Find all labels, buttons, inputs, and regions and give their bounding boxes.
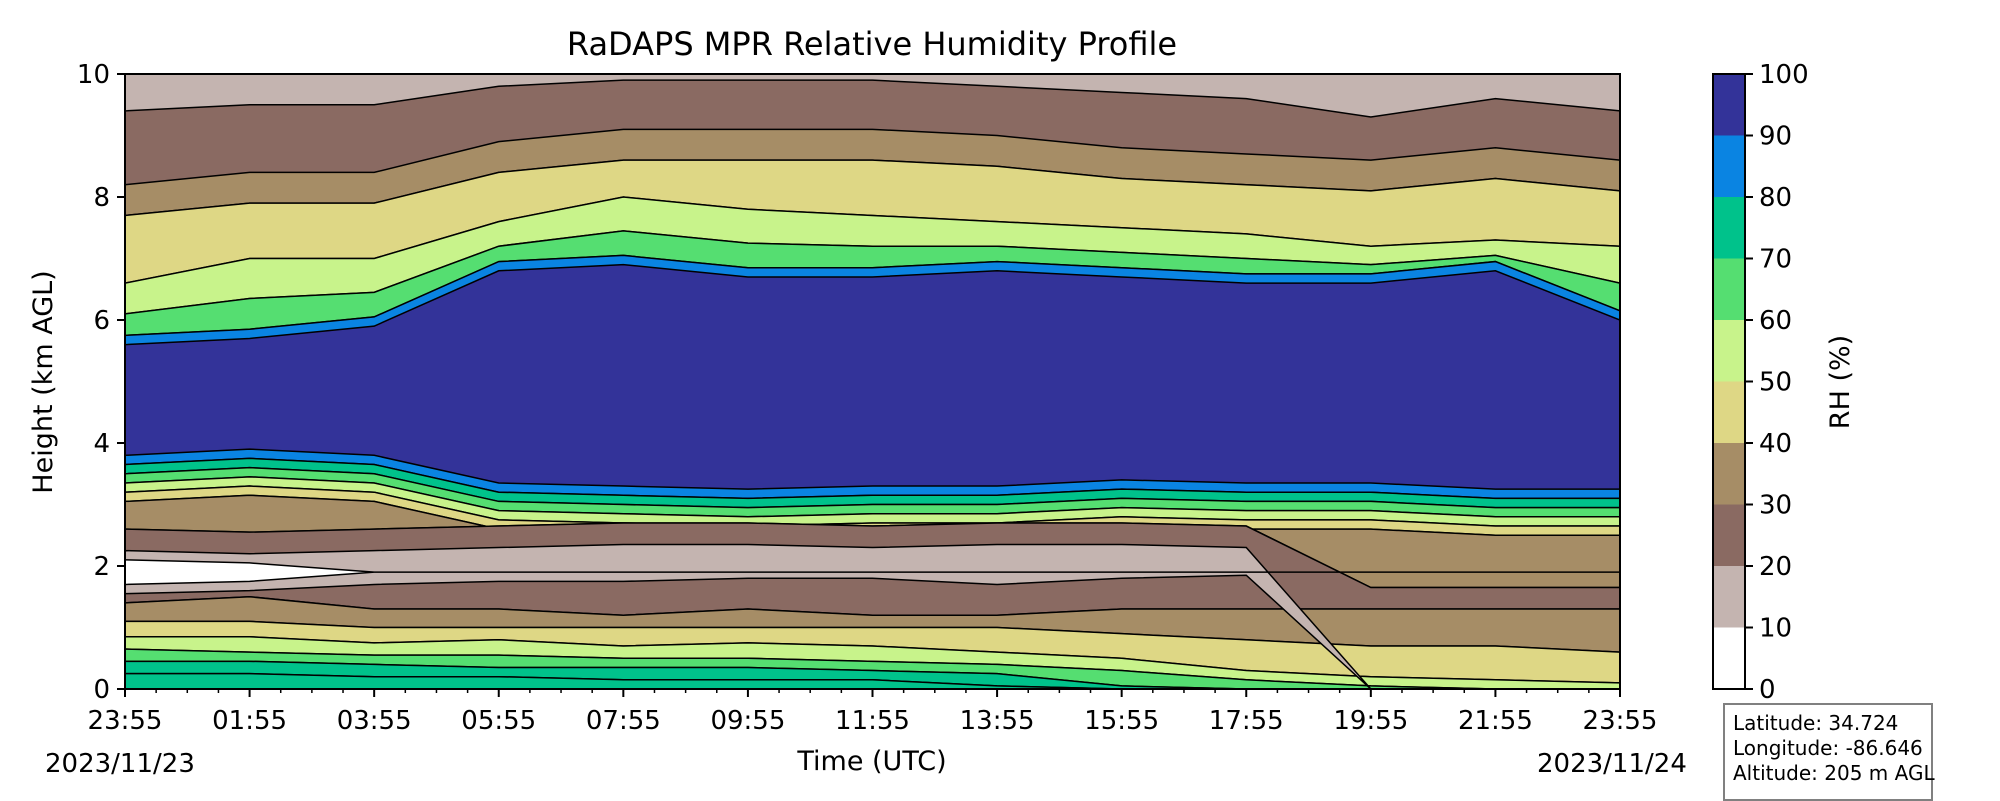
x-tick-label: 19:55 xyxy=(1333,706,1408,736)
rh-band-10-20-top xyxy=(125,74,1620,118)
x-tick-label: 17:55 xyxy=(1209,706,1284,736)
x-tick-label: 11:55 xyxy=(835,706,910,736)
colorbar-tick-label: 80 xyxy=(1759,183,1792,213)
colorbar-swatch xyxy=(1713,258,1745,320)
chart-title: RaDAPS MPR Relative Humidity Profile xyxy=(567,25,1177,63)
colorbar-swatch xyxy=(1713,381,1745,443)
x-tick-label: 13:55 xyxy=(960,706,1035,736)
colorbar-swatch xyxy=(1713,74,1745,136)
colorbar-label: RH (%) xyxy=(1825,335,1856,429)
y-axis-label: Height (km AGL) xyxy=(28,270,59,493)
latitude-text: Latitude: 34.724 xyxy=(1733,711,1899,735)
x-tick-label: 05:55 xyxy=(461,706,536,736)
colorbar-tick-label: 50 xyxy=(1759,368,1792,398)
colorbar-tick-label: 40 xyxy=(1759,429,1792,459)
x-start-date: 2023/11/23 xyxy=(45,749,195,779)
colorbar-tick-label: 70 xyxy=(1759,245,1792,275)
colorbar-swatch xyxy=(1713,443,1745,505)
altitude-text: Altitude: 205 m AGL xyxy=(1733,761,1935,785)
x-axis-label: Time (UTC) xyxy=(796,746,946,777)
x-axis-ticks: 23:55 01:55 03:55 05:55 07:55 09:55 11:55 13:55… xyxy=(88,689,1658,736)
y-tick-label: 4 xyxy=(93,429,110,459)
x-tick-label: 07:55 xyxy=(586,706,661,736)
y-tick-label: 0 xyxy=(93,675,110,705)
y-tick-label: 10 xyxy=(77,60,110,90)
x-tick-label: 09:55 xyxy=(710,706,785,736)
colorbar-swatch xyxy=(1713,320,1745,382)
colorbar-swatch xyxy=(1713,197,1745,259)
x-tick-label: 15:55 xyxy=(1084,706,1159,736)
colorbar-tick-label: 30 xyxy=(1759,491,1792,521)
x-tick-label: 03:55 xyxy=(337,706,412,736)
colorbar-tick-label: 90 xyxy=(1759,122,1792,152)
x-tick-label: 23:55 xyxy=(1583,706,1658,736)
y-axis-ticks: 0 2 4 6 8 10 xyxy=(77,60,125,705)
colorbar-tick-label: 20 xyxy=(1759,552,1792,582)
colorbar: 0 10 20 30 40 50 60 70 80 90 100 xyxy=(1712,60,1809,705)
colorbar-tick-label: 60 xyxy=(1759,306,1792,336)
y-tick-label: 6 xyxy=(93,306,110,336)
x-tick-label: 01:55 xyxy=(212,706,287,736)
contour-plot-area xyxy=(125,74,1620,689)
colorbar-swatch xyxy=(1713,566,1745,628)
rh-band-90-100 xyxy=(125,263,1620,490)
rh-band-10-20-dry-core xyxy=(125,543,1620,689)
rh-band-70-80-surface xyxy=(125,672,1620,689)
colorbar-swatch xyxy=(1713,504,1745,566)
x-tick-label: 23:55 xyxy=(88,706,163,736)
y-tick-label: 8 xyxy=(93,183,110,213)
longitude-text: Longitude: -86.646 xyxy=(1733,736,1923,760)
colorbar-tick-label: 0 xyxy=(1759,675,1776,705)
colorbar-tick-label: 10 xyxy=(1759,614,1792,644)
x-end-date: 2023/11/24 xyxy=(1537,749,1687,779)
y-tick-label: 2 xyxy=(93,552,110,582)
colorbar-swatch xyxy=(1713,135,1745,197)
colorbar-swatch xyxy=(1713,627,1745,689)
colorbar-tick-label: 100 xyxy=(1759,60,1809,90)
rh-band-0-10 xyxy=(125,559,1620,586)
station-info-box: Latitude: 34.724 Longitude: -86.646 Alti… xyxy=(1723,703,1935,801)
x-tick-label: 21:55 xyxy=(1458,706,1533,736)
